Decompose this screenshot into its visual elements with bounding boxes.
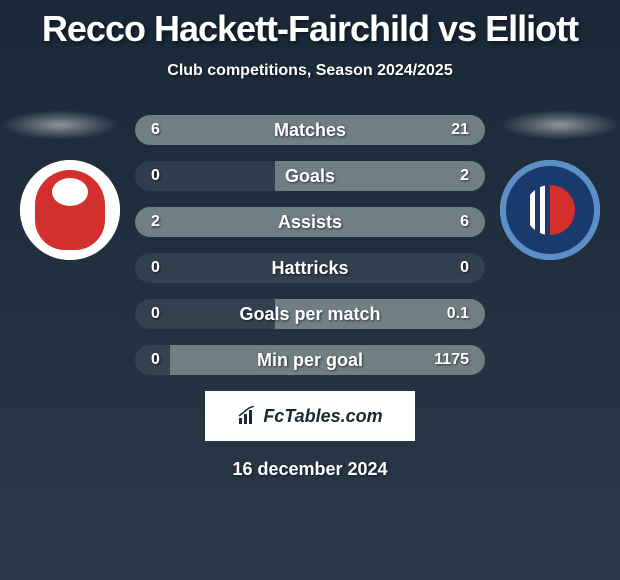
stat-label: Min per goal bbox=[135, 345, 485, 375]
stat-label: Goals bbox=[135, 161, 485, 191]
team-badge-left bbox=[20, 160, 120, 260]
stat-value-right: 0.1 bbox=[447, 299, 469, 329]
stat-value-right: 1175 bbox=[434, 345, 469, 375]
reading-fc-crest bbox=[500, 160, 600, 260]
stat-row: 0Hattricks0 bbox=[135, 253, 485, 283]
stat-row: 0Goals2 bbox=[135, 161, 485, 191]
stat-label: Hattricks bbox=[135, 253, 485, 283]
stat-value-right: 0 bbox=[460, 253, 469, 283]
stat-value-right: 21 bbox=[451, 115, 469, 145]
stat-label: Goals per match bbox=[135, 299, 485, 329]
stat-row: 2Assists6 bbox=[135, 207, 485, 237]
stat-value-right: 6 bbox=[460, 207, 469, 237]
player-shadow-left bbox=[0, 110, 120, 140]
player-shadow-right bbox=[500, 110, 620, 140]
page-title: Recco Hackett-Fairchild vs Elliott bbox=[0, 0, 620, 50]
stat-row: 0Goals per match0.1 bbox=[135, 299, 485, 329]
brand-text: FcTables.com bbox=[263, 406, 382, 427]
brand-badge: FcTables.com bbox=[205, 391, 415, 441]
subtitle: Club competitions, Season 2024/2025 bbox=[0, 62, 620, 80]
comparison-area: 6Matches210Goals22Assists60Hattricks00Go… bbox=[0, 110, 620, 375]
stat-value-right: 2 bbox=[460, 161, 469, 191]
chart-icon bbox=[237, 406, 257, 426]
lincoln-city-crest bbox=[20, 160, 120, 260]
stats-container: 6Matches210Goals22Assists60Hattricks00Go… bbox=[135, 110, 485, 375]
stat-row: 6Matches21 bbox=[135, 115, 485, 145]
team-badge-right bbox=[500, 160, 600, 260]
stat-label: Assists bbox=[135, 207, 485, 237]
footer-date: 16 december 2024 bbox=[0, 459, 620, 480]
stat-label: Matches bbox=[135, 115, 485, 145]
stat-row: 0Min per goal1175 bbox=[135, 345, 485, 375]
